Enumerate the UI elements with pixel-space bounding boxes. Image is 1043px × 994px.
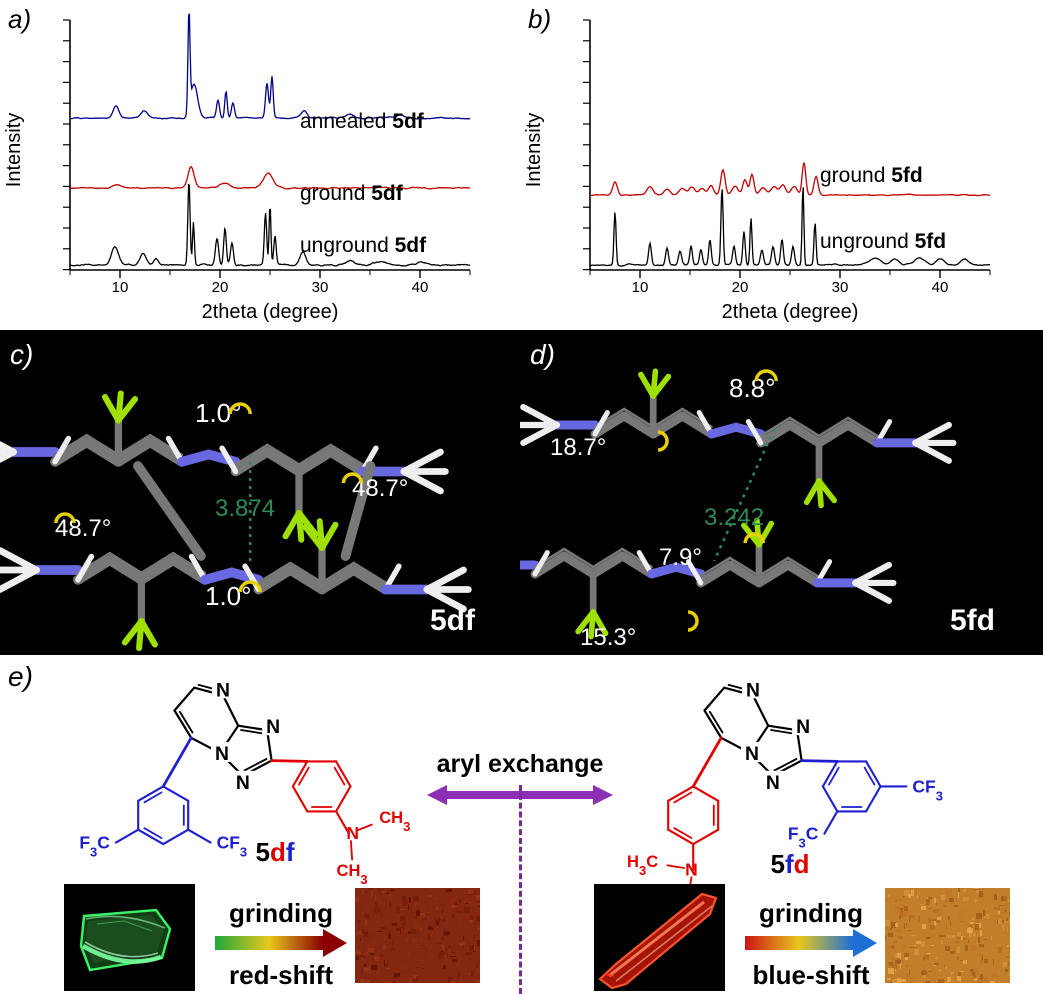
svg-text:30: 30 [312, 279, 329, 296]
svg-text:18.7°: 18.7° [550, 434, 606, 461]
svg-text:c): c) [10, 339, 33, 370]
svg-text:48.7°: 48.7° [55, 515, 111, 542]
svg-text:CF3: CF3 [912, 776, 943, 803]
svg-text:F3C: F3C [79, 833, 110, 860]
svg-text:unground 5fd: unground 5fd [820, 230, 946, 253]
svg-text:20: 20 [732, 279, 749, 296]
svg-text:red-shift: red-shift [229, 960, 333, 990]
svg-text:10: 10 [632, 279, 649, 296]
svg-text:b): b) [528, 4, 551, 34]
svg-text:3.242: 3.242 [704, 504, 764, 531]
svg-text:Intensity: Intensity [523, 113, 545, 187]
svg-text:N: N [236, 773, 250, 794]
svg-text:ground 5df: ground 5df [300, 182, 404, 205]
svg-text:unground 5df: unground 5df [300, 234, 427, 257]
svg-text:N: N [766, 773, 780, 794]
svg-text:5fd: 5fd [950, 604, 995, 637]
svg-text:aryl exchange: aryl exchange [437, 750, 604, 778]
svg-text:CH3: CH3 [337, 861, 368, 887]
svg-text:5df: 5df [255, 837, 294, 867]
svg-text:N: N [216, 680, 230, 701]
svg-text:blue-shift: blue-shift [753, 960, 870, 990]
svg-text:5fd: 5fd [770, 849, 809, 879]
svg-text:N: N [346, 823, 359, 843]
svg-text:a): a) [8, 4, 31, 34]
svg-text:d): d) [530, 339, 555, 370]
svg-text:ground 5fd: ground 5fd [820, 164, 923, 187]
svg-text:5df: 5df [430, 604, 476, 637]
svg-text:F3C: F3C [788, 824, 819, 851]
svg-text:N: N [746, 680, 760, 701]
svg-text:15.3°: 15.3° [580, 624, 636, 651]
svg-text:N: N [745, 744, 759, 765]
svg-text:7.9°: 7.9° [659, 544, 702, 571]
svg-text:3.874: 3.874 [215, 495, 275, 522]
svg-text:2theta (degree): 2theta (degree) [202, 301, 339, 323]
svg-text:1.0°: 1.0° [195, 398, 242, 428]
svg-text:30: 30 [832, 279, 849, 296]
svg-text:grinding: grinding [229, 898, 333, 928]
svg-text:H3C: H3C [627, 852, 658, 878]
svg-text:CF3: CF3 [217, 833, 248, 860]
svg-text:40: 40 [412, 279, 429, 296]
svg-text:N: N [796, 717, 810, 738]
svg-text:annealed 5df: annealed 5df [300, 110, 425, 133]
svg-text:grinding: grinding [759, 898, 863, 928]
svg-text:10: 10 [112, 279, 129, 296]
svg-text:40: 40 [932, 279, 949, 296]
svg-text:8.8°: 8.8° [729, 373, 776, 403]
svg-text:2theta (degree): 2theta (degree) [722, 301, 859, 323]
svg-text:Intensity: Intensity [3, 113, 25, 187]
svg-text:20: 20 [212, 279, 229, 296]
svg-text:N: N [266, 717, 280, 738]
svg-text:N: N [215, 744, 229, 765]
